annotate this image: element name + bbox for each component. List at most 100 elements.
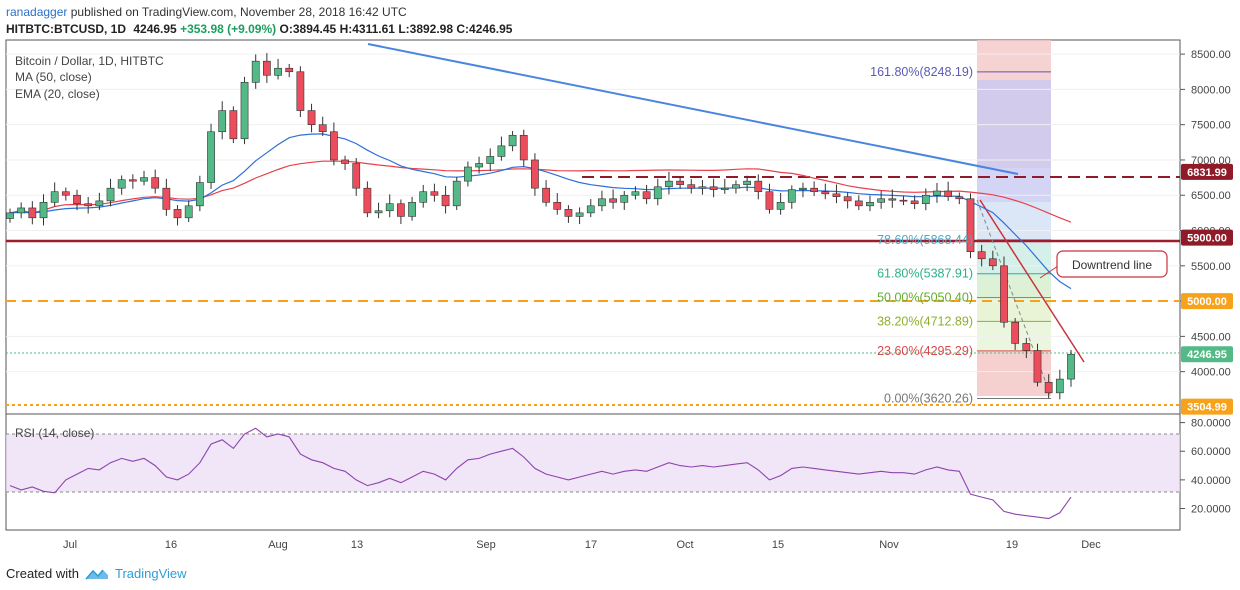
x-tick-label: Oct [676, 539, 693, 551]
candle-body [486, 156, 495, 164]
close-value: 4246.95 [469, 22, 513, 36]
fib-purple-zone [977, 80, 1051, 202]
candle-body [352, 163, 361, 189]
candle-body [542, 187, 550, 203]
rsi-tick-label: 40.0000 [1191, 475, 1231, 487]
x-tick-label: 15 [772, 539, 784, 551]
candle-body [665, 180, 673, 188]
x-tick-label: 19 [1006, 539, 1018, 551]
fib-level-label: 38.20%(4712.89) [877, 314, 973, 328]
candle-body [6, 212, 14, 219]
candle-body [385, 203, 394, 212]
candle-body [977, 251, 986, 260]
fib-level-label: 0.00%(3620.26) [884, 391, 973, 405]
red-downtrend-line [979, 199, 1085, 363]
x-tick-label: 16 [165, 539, 177, 551]
created-with-text: Created with [6, 566, 79, 581]
candle-body [374, 210, 383, 214]
candle-body [28, 207, 37, 219]
downtrend-callout: Downtrend line [1039, 250, 1168, 279]
candle-body [720, 187, 729, 190]
candle-body [1022, 343, 1031, 351]
fib-level-label: 78.60%(5868.44) [877, 233, 973, 247]
candle-body [240, 82, 249, 140]
candle-body [743, 180, 751, 185]
candle-body [39, 202, 48, 219]
candle-body [1044, 381, 1053, 394]
change-value: +353.98 (+9.09%) [180, 22, 277, 36]
candle-body [676, 180, 684, 185]
candle-body [631, 191, 640, 196]
candle-body [330, 131, 338, 161]
symbol-name: HITBTC:BTCUSD, 1D [6, 22, 126, 36]
x-tick-label: Dec [1081, 539, 1101, 551]
close-label: C: [456, 22, 470, 36]
price-badge-label: 5900.00 [1187, 233, 1227, 245]
ma-50-line [9, 160, 1072, 223]
candle-body [464, 166, 472, 182]
candle-body [318, 124, 327, 133]
fib-level-label: 23.60%(4295.29) [877, 344, 973, 358]
price-badge-label: 4246.95 [1187, 349, 1227, 361]
candle-body [441, 194, 450, 207]
legend-ma: MA (50, close) [15, 70, 92, 84]
candle-body [821, 191, 830, 195]
candle-body [285, 67, 294, 73]
publish-text: published on TradingView.com, November 2… [70, 5, 407, 19]
candle-body [564, 209, 573, 217]
candle-body [341, 159, 349, 164]
author-link[interactable]: ranadagger [6, 5, 68, 19]
y-tick-label: 8500.00 [1191, 49, 1231, 61]
rsi-band [6, 434, 1180, 492]
candle-body [173, 209, 182, 219]
candle-body [17, 207, 26, 214]
candle-body [966, 198, 975, 252]
candle-body [195, 182, 204, 207]
candle-body [754, 180, 763, 193]
candle-body [184, 205, 193, 219]
y-tick-label: 7500.00 [1191, 120, 1231, 132]
rsi-tick-label: 80.0000 [1191, 418, 1231, 430]
candle-body [899, 199, 908, 202]
y-tick-label: 4500.00 [1191, 331, 1231, 343]
footer: Created with TradingView [6, 566, 187, 581]
candle-body [151, 177, 160, 189]
candle-body [397, 203, 405, 217]
low-label: L: [398, 22, 410, 36]
candle-body [598, 198, 606, 207]
price-badge-label: 6831.99 [1187, 167, 1227, 179]
candle-body [810, 187, 819, 193]
candle-body [531, 159, 539, 189]
rsi-tick-label: 60.0000 [1191, 446, 1231, 458]
candle-body [553, 202, 562, 210]
candle-body [709, 186, 718, 190]
publish-info: ranadagger published on TradingView.com,… [6, 5, 407, 19]
candle-body [653, 186, 662, 200]
price-badge [1181, 398, 1233, 415]
last-price: 4246.95 [133, 22, 177, 36]
candle-body [854, 200, 863, 207]
price-badge [1181, 346, 1233, 363]
tradingview-brand-link[interactable]: TradingView [114, 566, 187, 581]
candle-body [620, 194, 629, 203]
price-badge [1181, 163, 1233, 180]
candle-body [776, 202, 785, 210]
price-badge-label: 3504.99 [1187, 402, 1227, 414]
fib-level-label: 61.80%(5387.91) [877, 267, 973, 281]
candle-body [508, 134, 517, 147]
x-tick-label: Aug [268, 539, 288, 551]
open-value: 3894.45 [292, 22, 337, 36]
candle-body [218, 110, 227, 133]
candle-body [933, 190, 941, 196]
candle-body [140, 177, 148, 182]
candle-body [296, 71, 305, 111]
candle-body [50, 191, 59, 203]
candle-body [955, 196, 964, 200]
candle-body [408, 202, 416, 217]
candle-body [687, 184, 696, 189]
tradingview-logo-icon [85, 569, 108, 579]
x-tick-label: Jul [63, 539, 77, 551]
candle-body [1000, 265, 1008, 323]
candle-body [251, 60, 260, 83]
